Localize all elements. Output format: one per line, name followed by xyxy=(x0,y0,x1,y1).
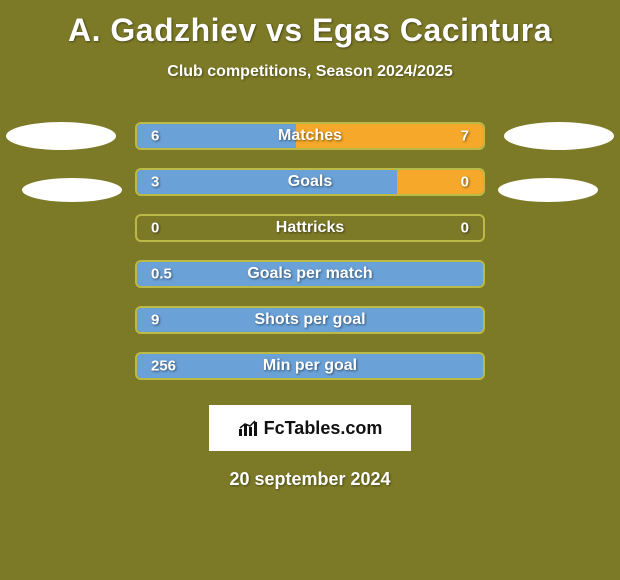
stat-label: Shots per goal xyxy=(254,311,365,329)
stat-value-left: 3 xyxy=(151,174,159,191)
stat-label: Min per goal xyxy=(263,357,357,375)
stat-bar: 6 7 Matches xyxy=(135,122,485,150)
stat-row: 9 Shots per goal xyxy=(0,297,620,343)
stat-bar: 3 0 Goals xyxy=(135,168,485,196)
page-title: A. Gadzhiev vs Egas Cacintura xyxy=(0,0,620,49)
stat-bar: 0.5 Goals per match xyxy=(135,260,485,288)
stat-row: 0.5 Goals per match xyxy=(0,251,620,297)
date-label: 20 september 2024 xyxy=(0,469,620,490)
stat-bar-left xyxy=(137,170,397,194)
stat-row: 3 0 Goals xyxy=(0,159,620,205)
stats-container: 6 7 Matches 3 0 Goals 0 0 Hattricks 0.5 Goals per … xyxy=(0,113,620,389)
stat-value-left: 6 xyxy=(151,128,159,145)
stat-row: 0 0 Hattricks xyxy=(0,205,620,251)
stat-bar: 0 0 Hattricks xyxy=(135,214,485,242)
stat-value-left: 9 xyxy=(151,312,159,329)
stat-value-right: 0 xyxy=(461,220,469,237)
stat-row: 256 Min per goal xyxy=(0,343,620,389)
stat-bar: 9 Shots per goal xyxy=(135,306,485,334)
logo-text: FcTables.com xyxy=(264,418,383,439)
stat-label: Goals xyxy=(288,173,332,191)
stat-bar-right xyxy=(397,170,484,194)
stat-value-right: 7 xyxy=(461,128,469,145)
stat-label: Matches xyxy=(278,127,342,145)
stat-value-right: 0 xyxy=(461,174,469,191)
page-subtitle: Club competitions, Season 2024/2025 xyxy=(0,63,620,81)
stat-bar-left xyxy=(137,124,296,148)
chart-icon xyxy=(238,419,260,437)
logo: FcTables.com xyxy=(238,418,383,439)
stat-value-left: 256 xyxy=(151,358,176,375)
stat-label: Goals per match xyxy=(247,265,372,283)
logo-box: FcTables.com xyxy=(209,405,411,451)
stat-row: 6 7 Matches xyxy=(0,113,620,159)
stat-label: Hattricks xyxy=(276,219,344,237)
stat-value-left: 0.5 xyxy=(151,266,172,283)
stat-bar: 256 Min per goal xyxy=(135,352,485,380)
stat-value-left: 0 xyxy=(151,220,159,237)
